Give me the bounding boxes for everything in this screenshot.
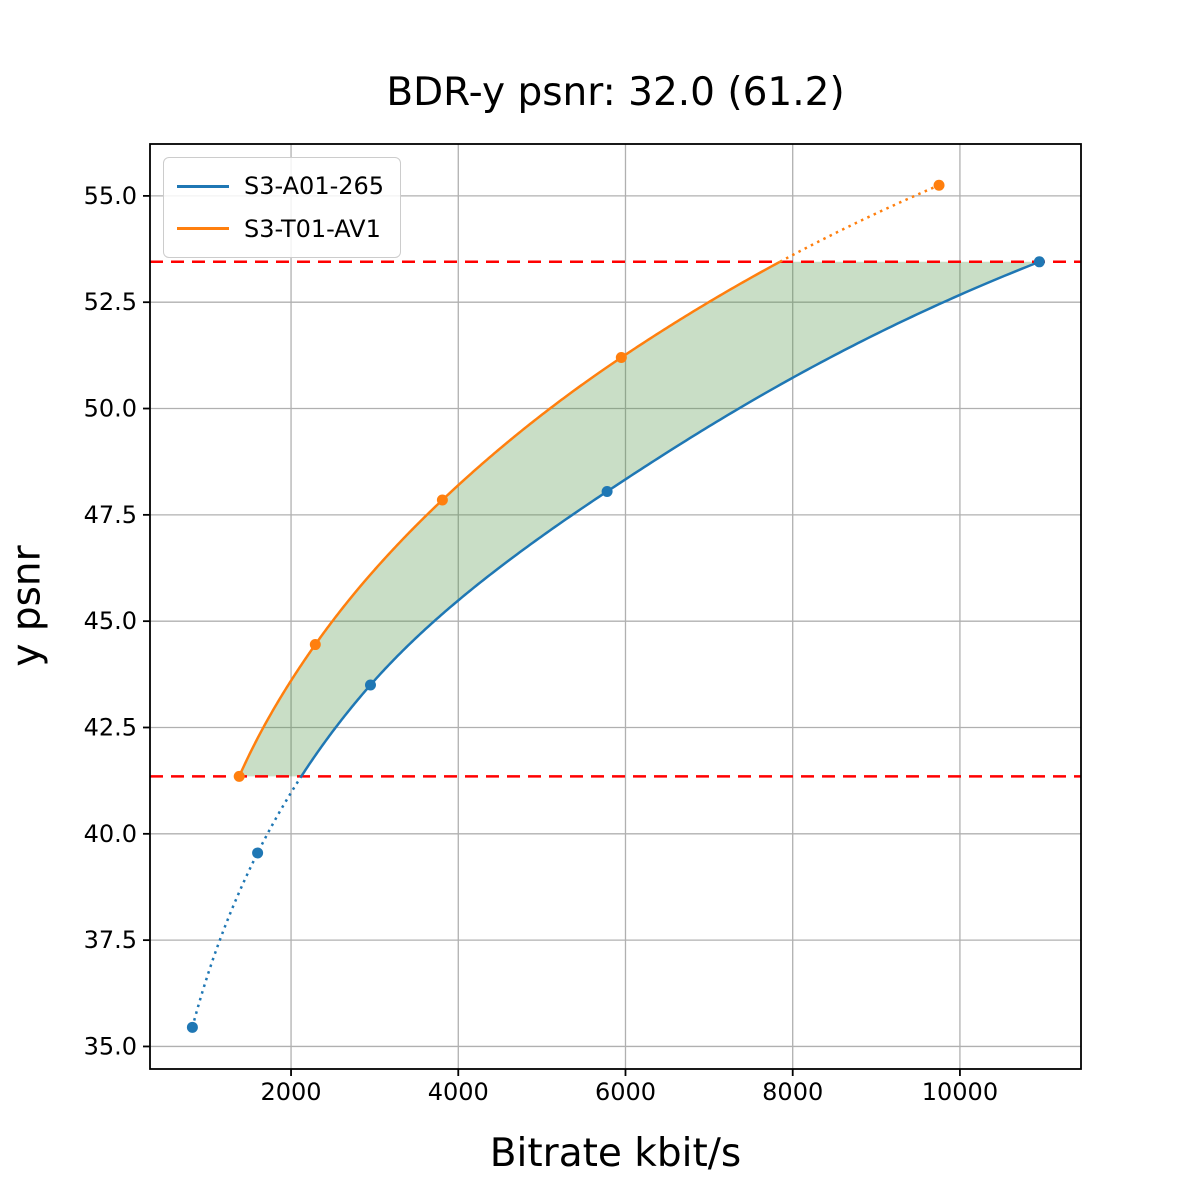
y-tick-label: 50.0	[84, 395, 137, 423]
gridlines	[150, 144, 1081, 1069]
data-point-marker	[252, 847, 264, 859]
legend-line-swatch	[177, 227, 229, 231]
legend: S3-A01-265 S3-T01-AV1	[163, 157, 401, 258]
data-point-marker	[364, 679, 376, 691]
x-axis-label: Bitrate kbit/s	[489, 1131, 742, 1176]
data-point-marker	[615, 351, 627, 363]
series-markers-S3-T01-AV1	[233, 179, 945, 782]
legend-label: S3-T01-AV1	[244, 214, 381, 243]
y-axis-label: y psnr	[4, 545, 50, 667]
axes-spines	[149, 143, 1082, 1070]
series-curve-S3-T01-AV1	[238, 260, 781, 777]
data-point-marker	[186, 1021, 198, 1033]
data-point-marker	[1033, 256, 1045, 268]
data-point-marker	[601, 485, 613, 497]
tick-labels: 2000 4000 6000 8000 10000 35.0 37.5 40.0 42.5 45.…	[84, 182, 999, 1106]
y-tick-label: 47.5	[84, 501, 137, 529]
data-point-marker	[436, 494, 448, 506]
data-point-marker	[233, 770, 245, 782]
bd-rate-shaded-region	[239, 261, 1040, 777]
y-tick-label: 45.0	[84, 607, 137, 635]
x-tick-label: 2000	[261, 1078, 322, 1106]
series-curve-dotted-S3-T01-AV1	[779, 184, 940, 263]
legend-label: S3-A01-265	[244, 172, 385, 201]
y-tick-label: 52.5	[84, 288, 137, 316]
chart-title: BDR-y psnr: 32.0 (61.2)	[386, 70, 845, 115]
series-curve-dotted-S3-A01-265	[191, 775, 303, 1028]
data-point-marker	[933, 179, 945, 191]
series-curve-S3-A01-265	[300, 260, 1040, 778]
y-tick-label: 55.0	[84, 182, 137, 210]
legend-line-swatch	[177, 184, 229, 188]
tick-marks	[143, 194, 961, 1076]
y-tick-label: 42.5	[84, 713, 137, 741]
x-tick-label: 8000	[762, 1078, 823, 1106]
x-tick-label: 4000	[428, 1078, 489, 1106]
series-markers-S3-A01-265	[186, 256, 1045, 1033]
legend-item: S3-A01-265	[177, 172, 400, 200]
y-tick-label: 40.0	[84, 820, 137, 848]
y-tick-label: 37.5	[84, 926, 137, 954]
y-tick-label: 35.0	[84, 1032, 137, 1060]
legend-item: S3-T01-AV1	[177, 215, 400, 243]
x-tick-label: 10000	[922, 1078, 998, 1106]
x-tick-label: 6000	[595, 1078, 656, 1106]
data-point-marker	[309, 639, 321, 651]
